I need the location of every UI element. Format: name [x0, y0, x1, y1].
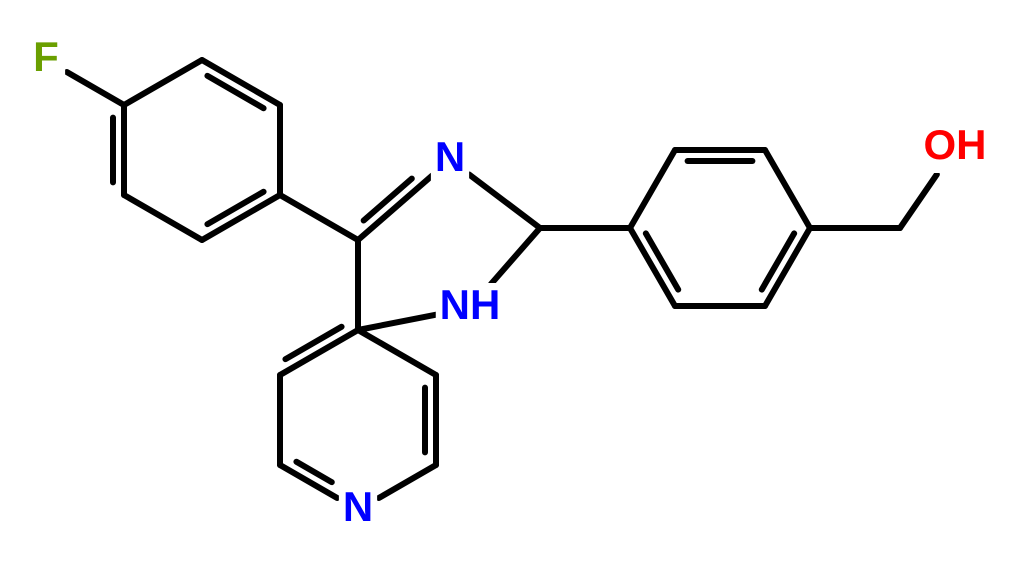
f-label: F	[33, 33, 59, 80]
n-label: NH	[440, 281, 501, 328]
n-label: N	[343, 483, 373, 530]
n-label: N	[435, 133, 465, 180]
o-label: OH	[924, 121, 987, 168]
molecule-diagram: F N NH N OH	[0, 0, 1014, 571]
